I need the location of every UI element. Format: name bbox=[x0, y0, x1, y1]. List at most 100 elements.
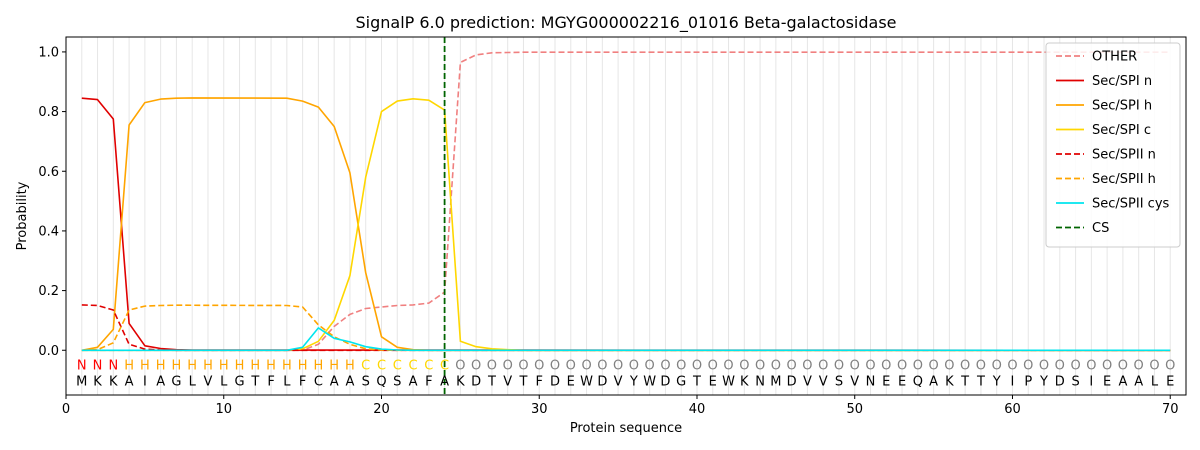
legend-label: OTHER bbox=[1092, 50, 1137, 65]
region-label: H bbox=[250, 359, 260, 374]
residue-letter: Q bbox=[913, 374, 923, 389]
residue-letter: N bbox=[866, 374, 876, 389]
region-label: H bbox=[329, 359, 339, 374]
residue-letter: K bbox=[109, 374, 118, 389]
residue-letter: L bbox=[1151, 374, 1159, 389]
region-label: O bbox=[566, 359, 576, 374]
region-label: O bbox=[755, 359, 765, 374]
residue-letter: G bbox=[676, 374, 686, 389]
region-label: O bbox=[487, 359, 497, 374]
residue-letter: E bbox=[1103, 374, 1111, 389]
region-label: O bbox=[692, 359, 702, 374]
residue-letter: D bbox=[1055, 374, 1065, 389]
residue-letter: S bbox=[1071, 374, 1079, 389]
x-axis-label: Protein sequence bbox=[570, 421, 682, 436]
residue-letter: M bbox=[76, 374, 87, 389]
region-label: O bbox=[534, 359, 544, 374]
series-line-other bbox=[81, 51, 1171, 352]
region-label: O bbox=[928, 359, 938, 374]
region-label: H bbox=[172, 359, 182, 374]
region-label: O bbox=[976, 359, 986, 374]
grid-lines bbox=[81, 37, 1171, 395]
region-label: O bbox=[550, 359, 560, 374]
region-label: H bbox=[345, 359, 355, 374]
residue-letter: W bbox=[722, 374, 735, 389]
y-axis-ticks: 0.0 0.2 0.4 0.6 0.8 1.0 bbox=[38, 45, 66, 359]
residue-letter: E bbox=[709, 374, 717, 389]
region-label: O bbox=[834, 359, 844, 374]
legend-label: CS bbox=[1092, 221, 1109, 236]
residue-letter: W bbox=[580, 374, 593, 389]
residue-letter: K bbox=[740, 374, 749, 389]
residue-letter: Y bbox=[1039, 374, 1048, 389]
residue-letter: E bbox=[882, 374, 890, 389]
residue-letter: T bbox=[692, 374, 701, 389]
residue-letter: Q bbox=[376, 374, 386, 389]
region-label: O bbox=[771, 359, 781, 374]
y-axis-label: Probability bbox=[15, 181, 30, 250]
y-tick-label: 0.2 bbox=[38, 284, 59, 299]
residue-letter: Y bbox=[992, 374, 1001, 389]
legend-label: Sec/SPI h bbox=[1092, 99, 1152, 114]
legend-label: Sec/SPI c bbox=[1092, 123, 1151, 138]
residue-letter: K bbox=[456, 374, 465, 389]
y-tick-label: 0.6 bbox=[38, 165, 59, 180]
residue-letter: T bbox=[250, 374, 259, 389]
region-label: O bbox=[944, 359, 954, 374]
chart-title: SignalP 6.0 prediction: MGYG000002216_01… bbox=[355, 13, 896, 33]
legend-label: Sec/SPI n bbox=[1092, 74, 1152, 89]
residue-letter: V bbox=[803, 374, 812, 389]
residue-letter: P bbox=[1024, 374, 1032, 389]
x-tick-label: 50 bbox=[846, 402, 863, 417]
legend-box bbox=[1045, 42, 1181, 248]
residue-letter: V bbox=[614, 374, 623, 389]
region-label: C bbox=[377, 359, 386, 374]
region-label: O bbox=[992, 359, 1002, 374]
residue-letter: T bbox=[960, 374, 969, 389]
region-label: N bbox=[93, 359, 103, 374]
residue-letter: D bbox=[660, 374, 670, 389]
residue-letter: A bbox=[330, 374, 339, 389]
residue-letter: L bbox=[189, 374, 197, 389]
region-label: H bbox=[140, 359, 150, 374]
residue-letter: A bbox=[156, 374, 165, 389]
residue-letter: T bbox=[487, 374, 496, 389]
x-tick-label: 60 bbox=[1004, 402, 1021, 417]
residue-letter: I bbox=[1089, 374, 1093, 389]
residue-letter: C bbox=[314, 374, 323, 389]
x-tick-label: 70 bbox=[1162, 402, 1179, 417]
series-layer bbox=[81, 51, 1171, 352]
y-tick-label: 1.0 bbox=[38, 45, 59, 60]
residue-letter: E bbox=[567, 374, 575, 389]
residue-letter: W bbox=[643, 374, 656, 389]
region-label: H bbox=[266, 359, 276, 374]
region-label: O bbox=[913, 359, 923, 374]
residue-letter: S bbox=[835, 374, 843, 389]
y-tick-label: 0.4 bbox=[38, 224, 59, 239]
sequence-layer: NMNKNKHAHIHAHGHLHVHLHGHTHFHLHFHCHAHACSCQ… bbox=[76, 359, 1175, 390]
residue-letter: D bbox=[597, 374, 607, 389]
residue-letter: M bbox=[770, 374, 781, 389]
x-tick-label: 10 bbox=[215, 402, 232, 417]
region-label: O bbox=[897, 359, 907, 374]
region-label: H bbox=[203, 359, 213, 374]
residue-letter: T bbox=[976, 374, 985, 389]
residue-letter: K bbox=[93, 374, 102, 389]
region-label: O bbox=[629, 359, 639, 374]
x-tick-label: 20 bbox=[373, 402, 390, 417]
residue-letter: F bbox=[535, 374, 542, 389]
residue-letter: A bbox=[345, 374, 354, 389]
region-label: O bbox=[471, 359, 481, 374]
region-label: O bbox=[708, 359, 718, 374]
region-label: H bbox=[124, 359, 134, 374]
region-label: H bbox=[235, 359, 245, 374]
residue-letter: D bbox=[471, 374, 481, 389]
region-label: O bbox=[613, 359, 623, 374]
region-label: O bbox=[597, 359, 607, 374]
region-label: O bbox=[818, 359, 828, 374]
residue-letter: V bbox=[850, 374, 859, 389]
residue-letter: D bbox=[550, 374, 560, 389]
y-tick-label: 0.0 bbox=[38, 344, 59, 359]
region-label: O bbox=[865, 359, 875, 374]
